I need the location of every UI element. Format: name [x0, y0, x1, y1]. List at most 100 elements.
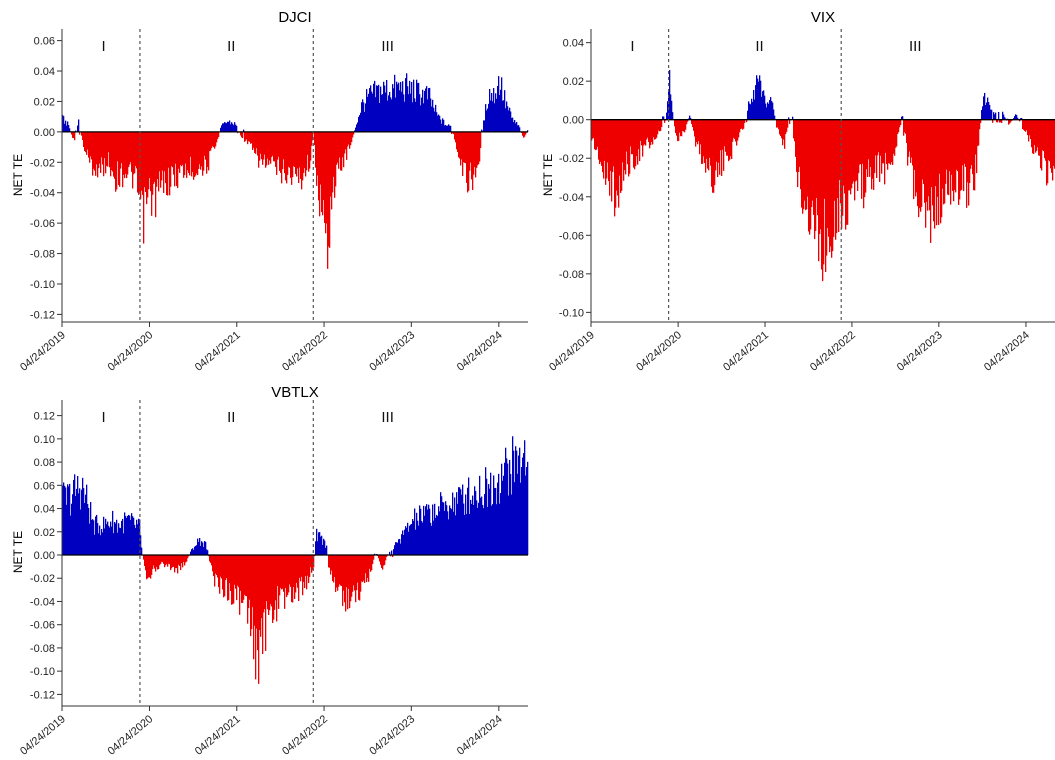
- bar-positive: [427, 509, 429, 555]
- bar-negative: [355, 555, 357, 603]
- bar-negative: [1039, 119, 1041, 156]
- x-tick-label: 04/24/2021: [193, 329, 243, 374]
- bar-negative: [276, 555, 278, 622]
- bar-positive: [425, 88, 427, 132]
- bar-negative: [847, 119, 849, 225]
- bar-positive: [424, 515, 426, 555]
- bar-positive: [514, 482, 516, 555]
- bar-negative: [696, 119, 698, 143]
- bar-negative: [296, 131, 298, 177]
- bar-positive: [65, 120, 67, 132]
- bar-negative: [478, 131, 480, 165]
- bar-negative: [733, 119, 735, 138]
- bar-negative: [965, 119, 967, 167]
- bar-positive: [383, 81, 385, 132]
- bar-negative: [969, 119, 971, 184]
- bar-negative: [108, 131, 110, 153]
- bar-negative: [373, 555, 375, 560]
- bar-positive: [375, 97, 377, 132]
- bar-negative: [180, 555, 182, 571]
- bar-positive: [449, 125, 451, 132]
- bar-negative: [256, 555, 258, 629]
- bar-negative: [631, 119, 633, 155]
- bar-negative: [175, 131, 177, 164]
- regime-label: I: [102, 409, 106, 426]
- bar-negative: [824, 119, 826, 199]
- bar-negative: [185, 555, 187, 563]
- bar-negative: [707, 119, 709, 169]
- bar-positive: [517, 125, 519, 132]
- bar-negative: [883, 119, 885, 164]
- bar-positive: [444, 125, 446, 132]
- bar-negative: [278, 131, 280, 157]
- bar-negative: [167, 555, 169, 567]
- bar-negative: [172, 131, 174, 168]
- bar-positive: [473, 505, 475, 555]
- bar-positive: [509, 107, 511, 132]
- bar-positive: [484, 120, 486, 132]
- bar-negative: [342, 555, 344, 606]
- bar-positive: [437, 115, 439, 132]
- bar-positive: [79, 488, 81, 555]
- bar-negative: [156, 555, 158, 567]
- bar-negative: [346, 555, 348, 588]
- bar-negative: [257, 555, 259, 651]
- bar-positive: [134, 524, 136, 555]
- bar-positive: [198, 541, 200, 555]
- bar-positive: [500, 89, 502, 132]
- bar-negative: [87, 131, 89, 150]
- bar-negative: [893, 119, 895, 154]
- bar-negative: [779, 119, 781, 135]
- bar-negative: [103, 131, 105, 177]
- bar-negative: [177, 131, 179, 189]
- bar-negative: [104, 131, 106, 159]
- bar-positive: [496, 504, 498, 555]
- bar-negative: [654, 119, 656, 140]
- bar-negative: [905, 119, 907, 134]
- bar-negative: [724, 119, 726, 147]
- bar-negative: [187, 131, 189, 171]
- bar-positive: [1015, 114, 1017, 120]
- bar-negative: [819, 119, 821, 235]
- bar-negative: [653, 119, 655, 138]
- bar-negative: [784, 119, 786, 149]
- bar-positive: [113, 533, 115, 555]
- bar-negative: [831, 119, 833, 258]
- bar-positive: [63, 482, 65, 555]
- bar-positive: [413, 79, 415, 132]
- bar-positive: [111, 526, 113, 555]
- bar-negative: [98, 131, 100, 169]
- bar-positive: [65, 487, 67, 555]
- bar-positive: [417, 520, 419, 555]
- bar-positive: [426, 504, 428, 555]
- bar-positive: [762, 91, 764, 120]
- bar-positive: [433, 107, 435, 132]
- bar-negative: [293, 555, 295, 587]
- bar-positive: [372, 93, 374, 132]
- bar-negative: [1044, 119, 1046, 159]
- y-axis-label: NET TE: [11, 531, 25, 573]
- bar-positive: [504, 90, 506, 132]
- bar-negative: [454, 131, 456, 140]
- bar-negative: [294, 555, 296, 599]
- bar-positive: [234, 122, 236, 132]
- bar-positive: [66, 504, 68, 555]
- bar-negative: [151, 555, 153, 575]
- bar-positive: [414, 508, 416, 555]
- bar-positive: [761, 96, 763, 120]
- bar-negative: [187, 555, 189, 559]
- bar-positive: [96, 514, 98, 555]
- bar-negative: [869, 119, 871, 177]
- bar-negative: [270, 555, 272, 605]
- bar-negative: [149, 131, 151, 179]
- y-tick-label: 0.00: [563, 115, 584, 127]
- bar-negative: [611, 119, 613, 202]
- bar-positive: [359, 115, 361, 132]
- bar-positive: [505, 447, 507, 555]
- series-bars: [62, 73, 529, 269]
- bar-positive: [385, 92, 387, 132]
- x-tick-label: 04/24/2022: [808, 329, 858, 374]
- bar-negative: [135, 131, 137, 166]
- bar-positive: [190, 551, 192, 555]
- bar-positive: [1021, 117, 1023, 120]
